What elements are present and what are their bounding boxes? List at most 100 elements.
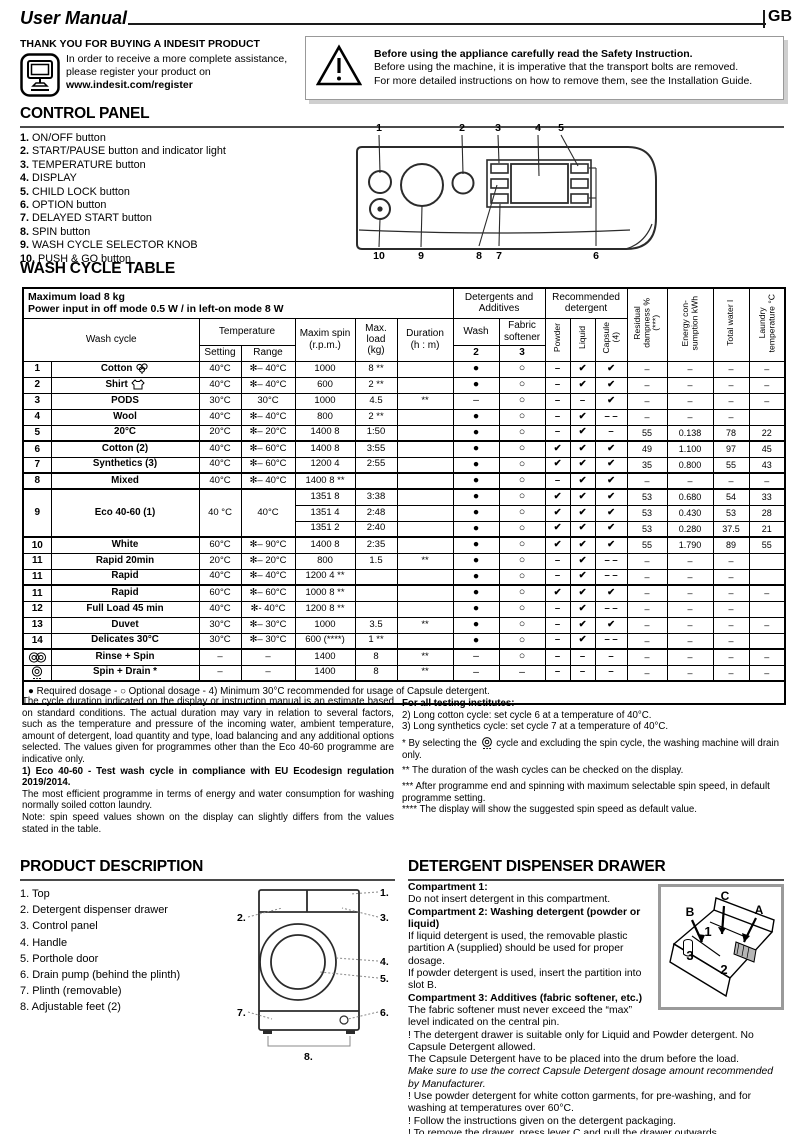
table-cell: – [626,616,668,634]
table-cell: 35 [626,456,668,474]
drawer-label-B: B [686,905,695,919]
svg-text:8: 8 [476,250,482,262]
table-cell: 2 ** [354,376,398,394]
col-setting: Setting [198,344,242,362]
table-cell: 3.5 [354,616,398,634]
table-cell: 1:50 [354,424,398,442]
list-item: 4. DISPLAY [20,172,77,185]
table-cell: ✔ [594,504,628,522]
table-cell: ✔ [569,456,596,474]
table-cell: ✔ [544,536,571,554]
col-softener: Fabric softener [498,317,546,346]
table-cell: 0.800 [666,456,714,474]
table-cell: 54 [712,488,750,506]
table-cell: – [712,600,750,618]
col-range: Range [240,344,296,362]
col-spin: Maxim spin (r.p.m.) [294,317,356,362]
table-cell [396,600,454,618]
table-cell: – [712,584,750,602]
table-row: 11 Rapid 40°C ✻– 40°C 1200 4 ** ● ○ – ✔ – – – – – [22,568,786,586]
table-cell: ● [452,456,500,474]
table-row: 13 Duvet 30°C ✻– 30°C 1000 3.5 ** ● ○ – ✔ ✔ – – – – [22,616,786,634]
washer-diagram: 1. 2. 3. 4. 5. 6. 7. 8. [232,880,407,1085]
table-cell: – [748,360,786,378]
table-cell: – [748,616,786,634]
table-cell [354,472,398,490]
table-cell [748,552,786,570]
table-cell: ✔ [594,584,628,602]
register-monitor-icon [20,53,60,101]
table-cell [396,632,454,650]
table-cell: ✔ [569,568,596,586]
table-cell: – [748,584,786,602]
table-cell: 13 [22,616,52,634]
table-cell: 1 [22,360,52,378]
table-cell: Spin + Drain * [50,664,200,682]
table-cell: – [666,632,714,650]
table-cell: ○ [498,376,546,394]
table-cell: – [712,616,750,634]
table-cell: White [50,536,200,554]
callout-1: 1. [380,887,389,899]
table-cell: ○ [498,520,546,538]
table-cell: – [666,552,714,570]
table-cell: ○ [498,616,546,634]
drawer-label-1: 1 [704,924,711,939]
svg-text:1: 1 [376,122,382,134]
table-cell: ○ [498,568,546,586]
table-cell: 60°C [198,536,242,554]
table-cell: 53 [626,520,668,538]
col-dampness: Residual dampness % (***) [626,287,668,362]
table-cell: – [712,360,750,378]
cotton-icon [136,363,148,374]
table-cell: 1351 2 [294,520,356,538]
table-cell: 6 [22,440,52,458]
table-cell: 14 [22,632,52,650]
table-cell: – [544,392,571,410]
table-cell: 40°C [198,408,242,426]
table-cell [354,568,398,586]
detergent-drawer-text: B C A 1 2 3 Compartment 1: Do not insert… [408,882,784,1134]
table-cell: ** [396,392,454,410]
rinse-spin-icon [22,648,52,666]
list-item: 5. CHILD LOCK button [20,185,130,198]
table-cell: ● [452,520,500,538]
table-cell: 30°C [198,616,242,634]
table-cell: 11 [22,568,52,586]
col-powder: Powder [544,317,571,362]
list-item: 7. DELAYED START button [20,212,152,225]
table-cell: ✻– 60°C [240,440,296,458]
table-cell: – [569,392,596,410]
shirt-icon [130,379,145,390]
wash-cycle-table: Maximum load 8 kg Power input in off mod… [22,287,787,705]
table-cell: ✔ [569,600,596,618]
note-drain: * By selecting the cycle and excluding t… [402,736,779,761]
table-cell: – [666,408,714,426]
table-cell: 78 [712,424,750,442]
table-cell: 8 [354,664,398,682]
table-cell: 10 [22,536,52,554]
language-code: GB [768,8,792,25]
page-title: User Manual [20,8,128,28]
table-cell: – [712,552,750,570]
table-cell: – [626,584,668,602]
table-cell: 33 [748,488,786,506]
table-cell: 37.5 [712,520,750,538]
table-cell: – [626,360,668,378]
table-cell: ✔ [569,616,596,634]
table-cell: 1200 4 [294,456,356,474]
callout-3: 3. [380,912,389,924]
list-item: 2. START/PAUSE button and indicator ligh… [20,145,226,158]
table-cell [748,632,786,650]
table-row: 3 PODS 30°C 30°C 1000 4.5 ** – ○ – – ✔ – – – – [22,392,786,410]
table-cell: ** [396,648,454,666]
table-cell: – [198,648,242,666]
table-cell: ✻– 40°C [240,472,296,490]
table-cell: – [452,664,500,682]
table-cell: 53 [626,504,668,522]
table-cell: 40°C [240,488,296,538]
table-cell: 30°C [240,392,296,410]
safety-warning-box: Before using the appliance carefully rea… [305,36,784,100]
table-cell: 1200 4 ** [294,568,356,586]
table-cell: – [544,472,571,490]
